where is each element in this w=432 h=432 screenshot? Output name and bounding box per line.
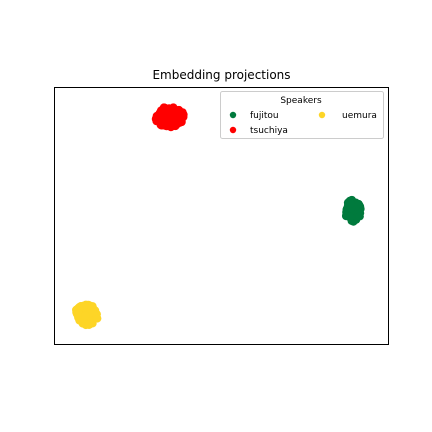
legend: Speakers fujitou tsuchiya uemura xyxy=(220,91,384,139)
data-point xyxy=(161,121,171,130)
data-point xyxy=(93,314,102,323)
data-point xyxy=(80,311,90,321)
data-point xyxy=(74,309,83,318)
data-point xyxy=(88,308,98,317)
legend-label-fujitou: fujitou xyxy=(250,111,279,121)
series-tsuchiya xyxy=(151,103,188,132)
legend-marker-tsuchiya xyxy=(229,126,237,134)
data-point xyxy=(80,301,89,311)
data-point xyxy=(159,103,169,112)
legend-label-uemura: uemura xyxy=(342,111,377,121)
data-point xyxy=(152,111,162,121)
series-fujitou xyxy=(341,195,365,226)
data-point xyxy=(345,212,355,222)
chart-title: Embedding projections xyxy=(152,68,290,82)
legend-marker-fujitou xyxy=(229,111,237,119)
legend-title: Speakers xyxy=(280,96,322,106)
points-layer xyxy=(72,103,365,330)
legend-marker-uemura xyxy=(318,111,326,119)
legend-box xyxy=(220,91,384,139)
data-point xyxy=(355,212,364,221)
data-point xyxy=(164,111,174,121)
legend-label-tsuchiya: tsuchiya xyxy=(250,126,288,136)
series-uemura xyxy=(72,300,102,330)
data-point xyxy=(84,320,94,329)
data-point xyxy=(175,108,184,118)
data-point xyxy=(346,199,355,208)
